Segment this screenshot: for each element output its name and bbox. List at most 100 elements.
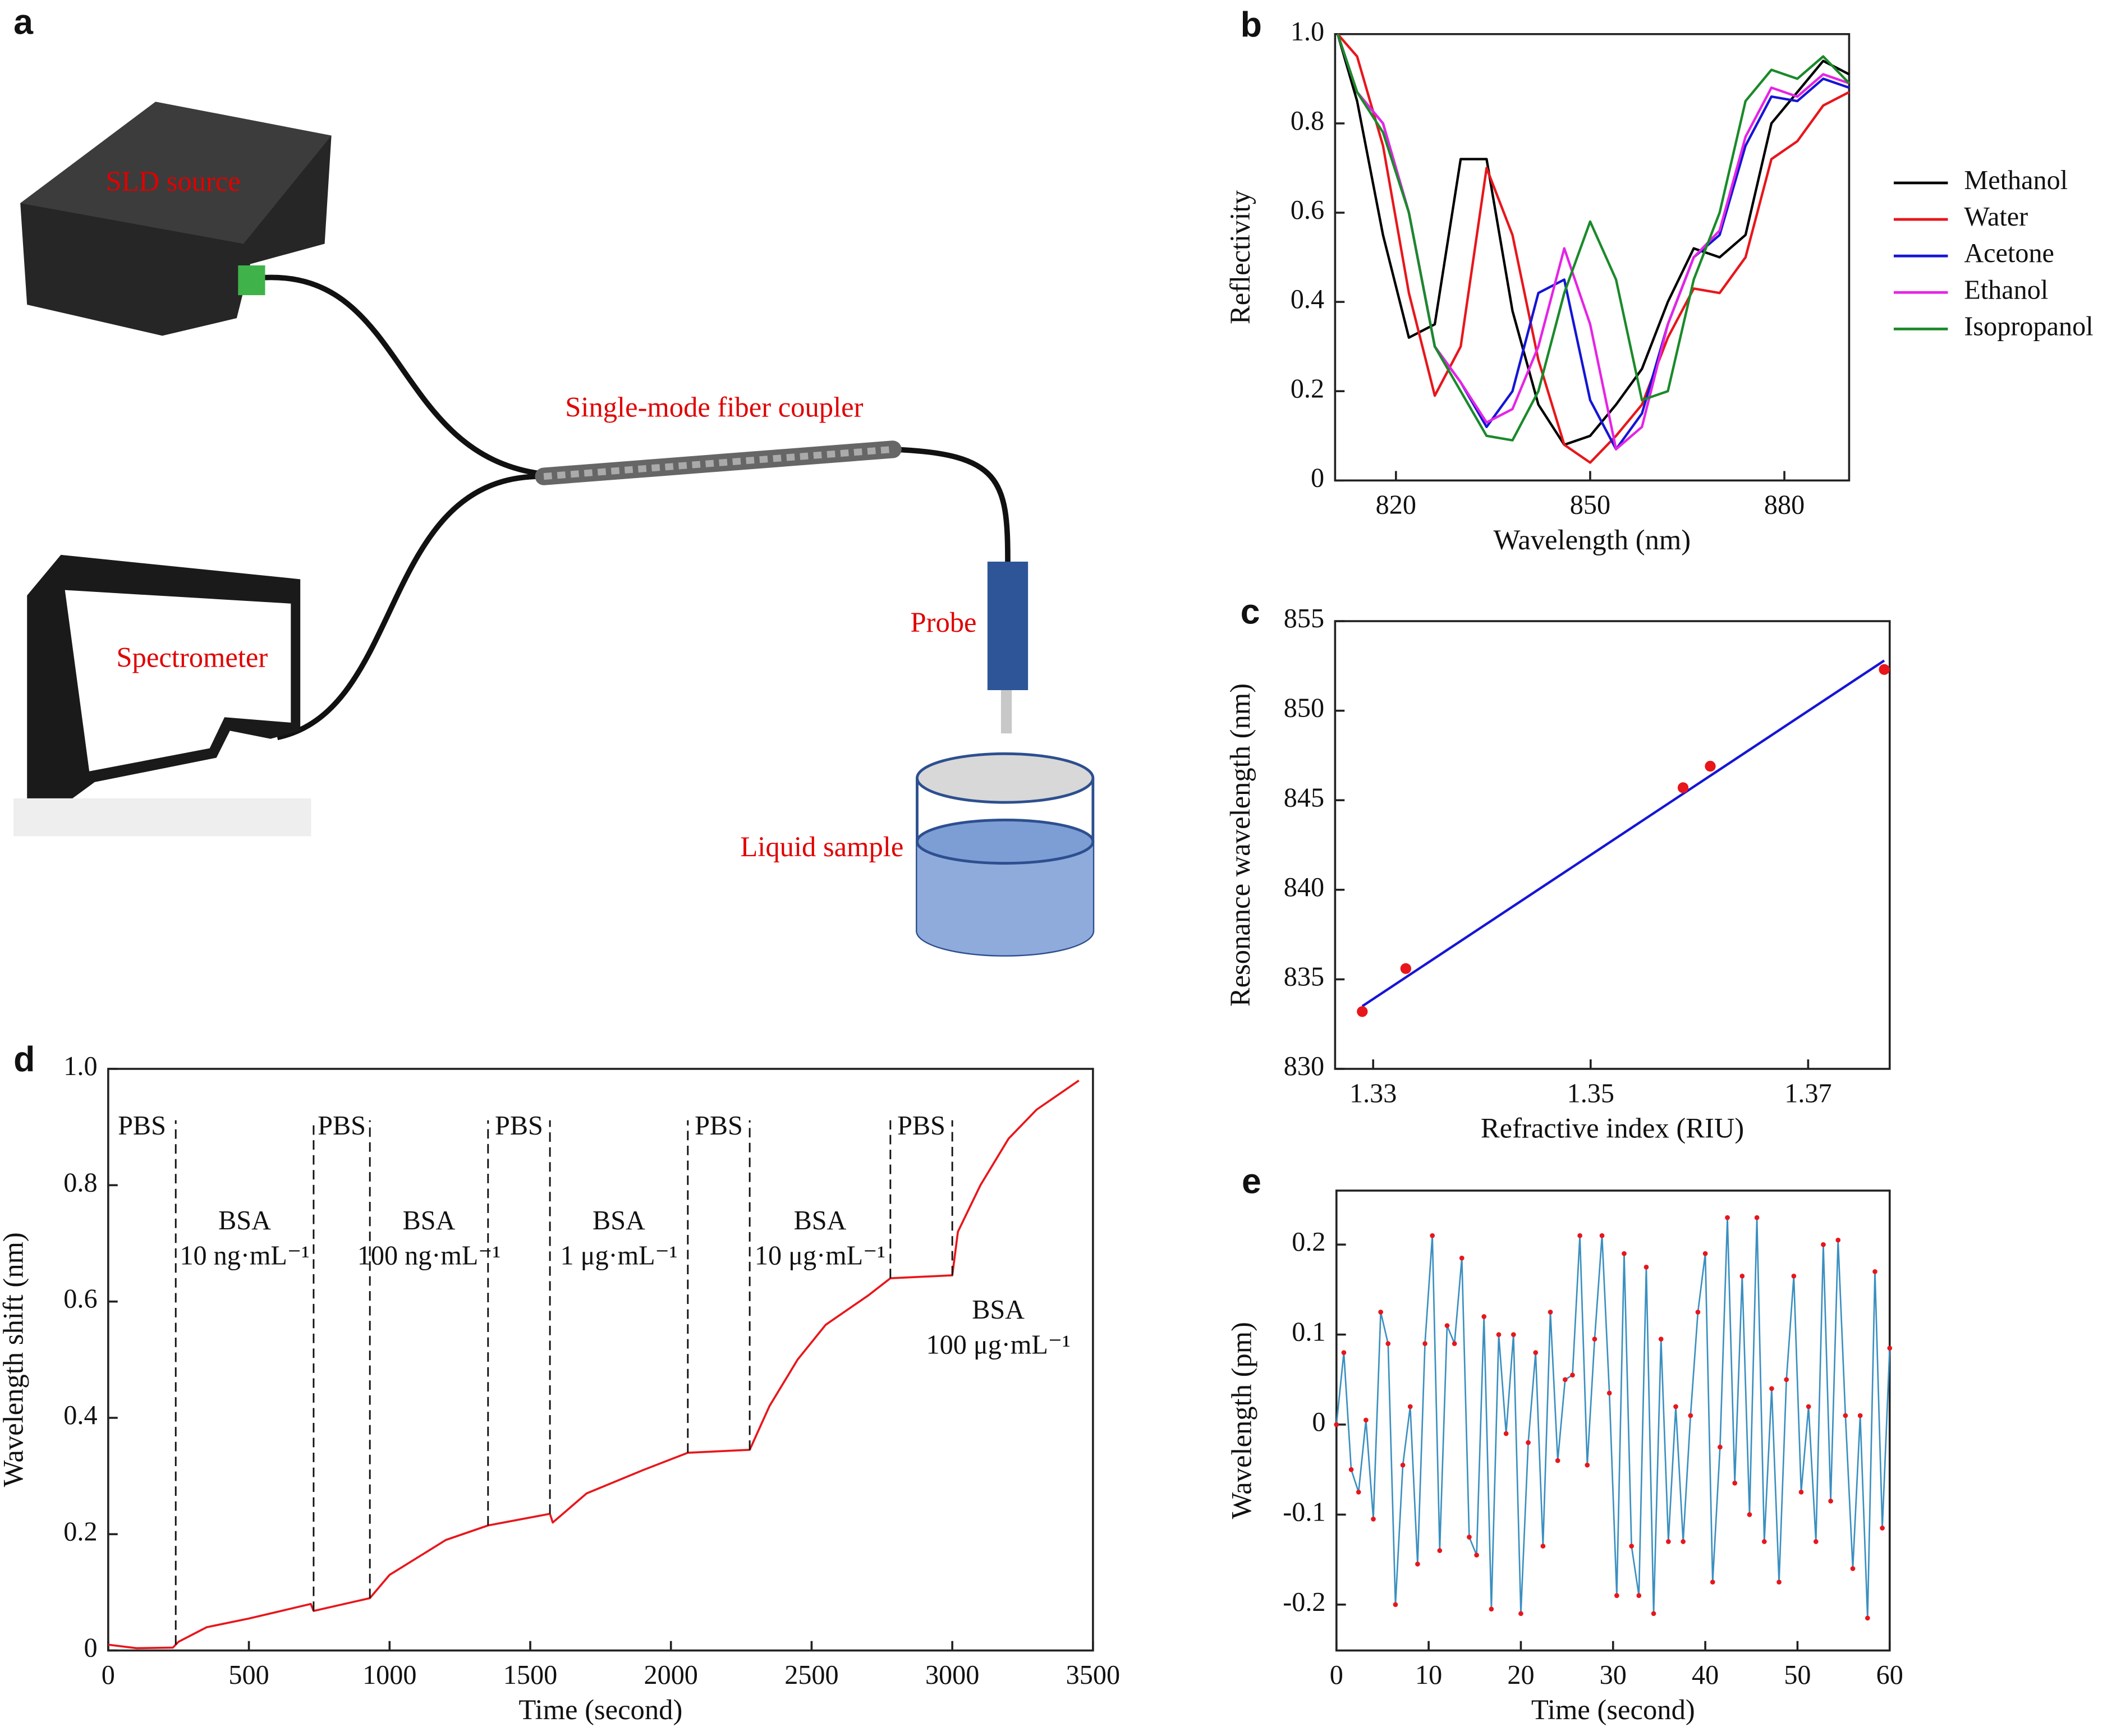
x-axis-label: Time (second) <box>1531 1694 1695 1725</box>
y-tick-label: 0.8 <box>1291 106 1324 136</box>
label: Liquid sample <box>740 831 903 862</box>
panel-label: a <box>13 2 34 42</box>
x-tick-label: 820 <box>1376 490 1416 520</box>
x-tick-label: 2500 <box>784 1660 838 1690</box>
y-tick-label: 0 <box>1311 463 1324 493</box>
x-tick-label: 60 <box>1876 1660 1903 1690</box>
connector <box>238 265 265 296</box>
sld-top <box>20 102 332 244</box>
plot-frame <box>1334 620 1891 1070</box>
label: Single-mode fiber coupler <box>565 392 863 423</box>
data-point <box>1622 1251 1627 1256</box>
data-point <box>1791 1273 1797 1279</box>
data-point <box>1562 1377 1568 1383</box>
data-point <box>1879 664 1890 675</box>
y-tick-label: 0.2 <box>1291 374 1324 403</box>
data-point <box>1828 1498 1833 1504</box>
data-point <box>1452 1341 1457 1346</box>
data-point <box>1769 1386 1774 1391</box>
data-point <box>1747 1512 1752 1517</box>
data-point <box>1378 1310 1384 1315</box>
data-point <box>1798 1489 1804 1495</box>
data-point <box>1688 1413 1693 1418</box>
phase-concentration: 100 ng·mL⁻¹ <box>357 1241 501 1271</box>
liquid-surface <box>916 819 1095 865</box>
data-point <box>1776 1579 1782 1585</box>
data-point <box>1865 1615 1870 1621</box>
phase-concentration: 100 μg·mL⁻¹ <box>926 1330 1071 1360</box>
chart-panel: b 820 850 880 0 0.2 0.4 0.6 0.8 1.0 Wavelength (nm… <box>1224 5 2094 555</box>
legend-label: Isopropanol <box>1964 311 2093 341</box>
phase-label: BSA <box>593 1206 645 1236</box>
x-tick-label: 0 <box>102 1660 115 1690</box>
y-tick-label: 0.8 <box>63 1168 97 1197</box>
data-point <box>1784 1377 1789 1383</box>
phase-label: BSA <box>794 1206 847 1236</box>
reflection <box>13 798 311 837</box>
data-point <box>1606 1390 1612 1396</box>
beaker-top <box>916 752 1095 804</box>
x-tick-label: 2000 <box>644 1660 698 1690</box>
legend-label: Acetone <box>1964 238 2054 268</box>
spectrometer-face <box>65 590 291 771</box>
data-point <box>1872 1269 1877 1274</box>
phase-label: BSA <box>972 1295 1025 1325</box>
data-point <box>1754 1215 1760 1220</box>
data-point <box>1459 1255 1464 1261</box>
data-point <box>1393 1602 1398 1608</box>
phase-concentration: 10 ng·mL⁻¹ <box>180 1241 309 1271</box>
legend-label: Ethanol <box>1964 275 2048 305</box>
liquid <box>917 841 1093 956</box>
y-axis-label: Wavelength (pm) <box>1225 1322 1257 1519</box>
x-tick-label: 10 <box>1415 1660 1442 1690</box>
data-point <box>1511 1332 1516 1337</box>
phase-label: PBS <box>897 1111 945 1141</box>
x-tick-label: 50 <box>1784 1660 1811 1690</box>
plot-frame <box>1334 33 1851 482</box>
x-tick-label: 3500 <box>1066 1660 1120 1690</box>
data-point <box>1681 1539 1686 1544</box>
data-point <box>1880 1526 1885 1531</box>
y-tick-label: 0.1 <box>1292 1317 1325 1347</box>
fit-line <box>1361 659 1885 1008</box>
data-point <box>1673 1404 1678 1409</box>
y-tick-label: -0.2 <box>1283 1587 1325 1617</box>
x-tick-label: 0 <box>1330 1660 1343 1690</box>
data-line <box>108 1080 1080 1650</box>
data-point <box>1813 1539 1819 1544</box>
data-point <box>1348 1467 1354 1472</box>
phase-label: PBS <box>695 1111 743 1141</box>
data-point <box>1577 1233 1582 1238</box>
data-point <box>1526 1440 1531 1445</box>
fiber-coupler <box>535 440 902 485</box>
data-point <box>1474 1553 1479 1558</box>
data-point <box>1599 1233 1605 1238</box>
data-point <box>1695 1310 1701 1315</box>
data-point <box>1710 1579 1715 1585</box>
data-point <box>1636 1593 1642 1599</box>
x-tick-label: 40 <box>1692 1660 1719 1690</box>
y-tick-label: 1.0 <box>1291 17 1324 47</box>
label: Probe <box>910 607 976 638</box>
y-tick-label: 1.0 <box>63 1051 97 1081</box>
data-point <box>1415 1562 1420 1567</box>
data-point <box>1843 1413 1848 1418</box>
x-axis-label: Time (second) <box>518 1694 682 1725</box>
data-point <box>1496 1332 1502 1337</box>
data-point <box>1518 1611 1523 1616</box>
data-point <box>1540 1544 1546 1549</box>
probe <box>987 561 1029 690</box>
y-tick-label: 840 <box>1284 872 1324 902</box>
y-axis-label: Resonance wavelength (nm) <box>1224 683 1256 1007</box>
data-point <box>1821 1242 1826 1247</box>
data-point <box>1614 1593 1619 1599</box>
data-point <box>1437 1548 1443 1553</box>
panel-label: d <box>13 1040 35 1080</box>
data-point <box>1705 760 1716 772</box>
phase-concentration: 10 μg·mL⁻¹ <box>755 1241 885 1271</box>
data-point <box>1629 1544 1634 1549</box>
fiber <box>892 447 1011 562</box>
x-tick-label: 20 <box>1507 1660 1534 1690</box>
y-tick-label: 0.2 <box>63 1517 97 1546</box>
data-point <box>1806 1404 1811 1409</box>
